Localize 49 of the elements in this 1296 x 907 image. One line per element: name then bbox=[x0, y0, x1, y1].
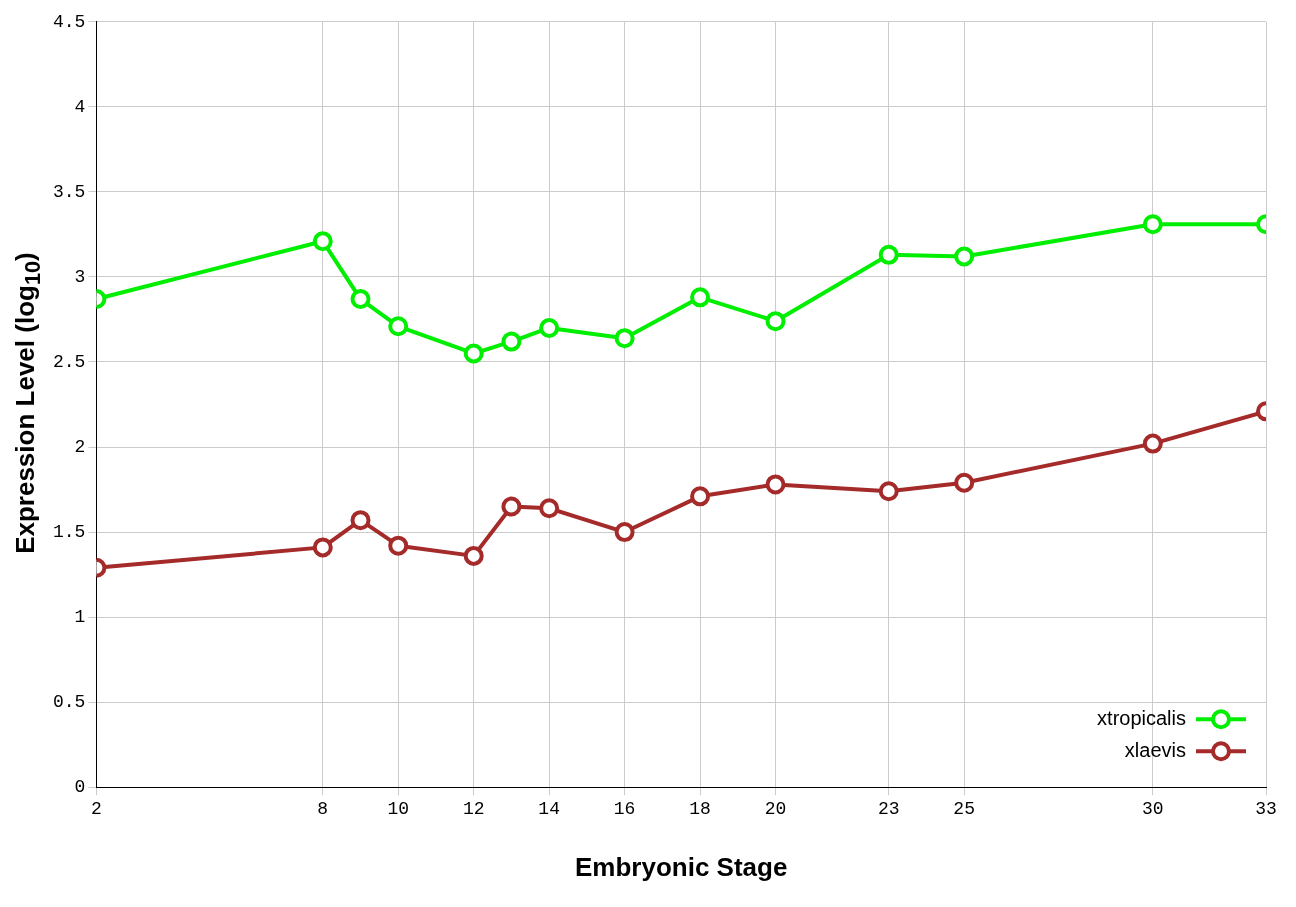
y-tick-label: 2.5 bbox=[53, 351, 86, 372]
x-tick-label: 30 bbox=[1142, 798, 1164, 819]
x-tick-label: 18 bbox=[689, 798, 711, 819]
y-tick-label: 3 bbox=[74, 266, 86, 287]
y-tick-label: 4 bbox=[74, 96, 86, 117]
point bbox=[690, 486, 711, 507]
point bbox=[388, 316, 409, 337]
legend-label: xlaevis bbox=[1124, 738, 1186, 761]
point bbox=[350, 289, 371, 310]
y-tick-label: 0 bbox=[74, 776, 86, 797]
point bbox=[501, 331, 522, 352]
point bbox=[1142, 433, 1163, 454]
x-tick-label: 25 bbox=[953, 798, 975, 819]
point bbox=[765, 474, 786, 495]
x-tick-label: 12 bbox=[462, 798, 485, 819]
point bbox=[614, 328, 635, 349]
point bbox=[312, 231, 333, 252]
x-tick-label: 23 bbox=[877, 798, 900, 819]
point bbox=[463, 343, 484, 364]
x-tick-label: 8 bbox=[317, 798, 329, 819]
point bbox=[463, 545, 484, 566]
point bbox=[539, 317, 560, 338]
y-tick-label: 0.5 bbox=[53, 691, 86, 712]
x-tick-label: 16 bbox=[613, 798, 636, 819]
point bbox=[954, 246, 975, 267]
legend-label: xtropicalis bbox=[1097, 706, 1186, 729]
point bbox=[878, 244, 899, 265]
x-tick-label: 20 bbox=[764, 798, 787, 819]
x-tick-label: 14 bbox=[538, 798, 560, 819]
point bbox=[388, 535, 409, 556]
point bbox=[614, 522, 635, 543]
point bbox=[690, 287, 711, 308]
y-tick-label: 1.5 bbox=[53, 521, 86, 542]
y-tick-label: 1 bbox=[74, 606, 86, 627]
y-tick-label: 4.5 bbox=[53, 11, 86, 32]
point bbox=[765, 311, 786, 332]
point bbox=[312, 537, 333, 558]
x-tick-label: 2 bbox=[91, 798, 102, 819]
point bbox=[878, 481, 899, 502]
point bbox=[350, 510, 371, 531]
point bbox=[1142, 214, 1163, 235]
point bbox=[539, 498, 560, 519]
point bbox=[501, 496, 522, 517]
x-axis-title: Embryonic Stage bbox=[575, 851, 788, 882]
y-tick-label: 2 bbox=[74, 436, 86, 457]
x-tick-label: 33 bbox=[1255, 798, 1277, 819]
point bbox=[954, 472, 975, 493]
x-tick-label: 10 bbox=[387, 798, 410, 819]
y-tick-label: 3.5 bbox=[53, 181, 86, 202]
